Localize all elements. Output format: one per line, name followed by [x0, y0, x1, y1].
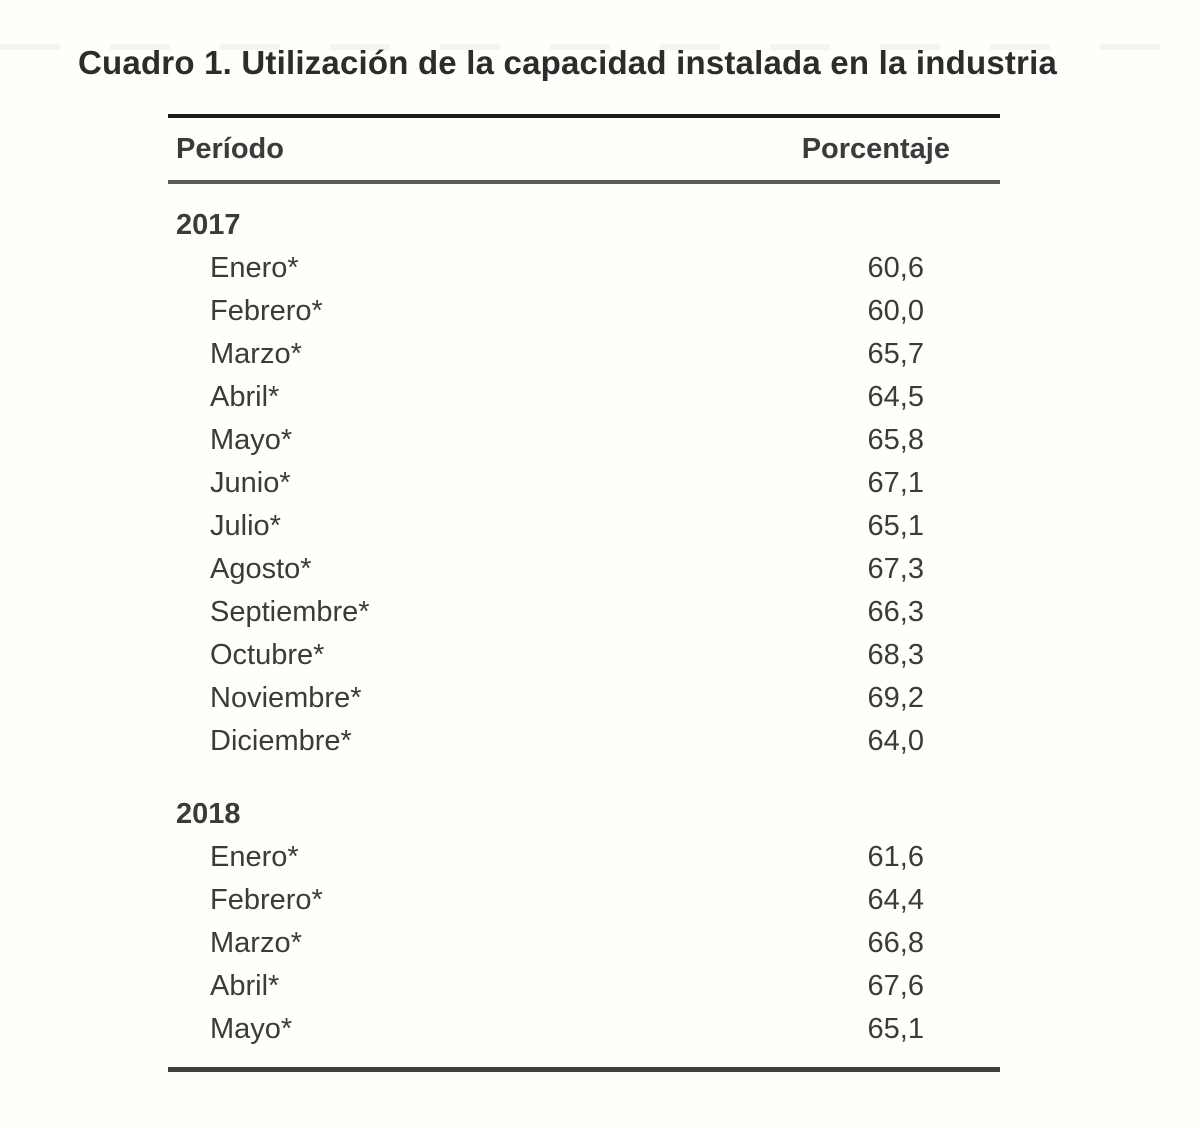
month-label: Febrero* — [210, 295, 323, 327]
table-row: Febrero* 60,0 — [168, 290, 1000, 333]
percentage-value: 67,3 — [867, 553, 924, 585]
month-label: Mayo* — [210, 424, 293, 456]
table-row: Agosto* 67,3 — [168, 548, 1000, 591]
percentage-value: 60,0 — [867, 295, 924, 327]
percentage-value: 65,1 — [867, 510, 924, 542]
table-row: Abril* 64,5 — [168, 376, 1000, 419]
month-label: Octubre* — [210, 639, 325, 671]
month-label: Julio* — [210, 510, 281, 542]
month-label: Enero* — [210, 252, 299, 284]
month-label: Febrero* — [210, 884, 323, 916]
month-label: Junio* — [210, 467, 291, 499]
top-crop-artifact — [0, 44, 1200, 50]
month-label: Marzo* — [210, 338, 302, 370]
capacity-utilization-table: Período Porcentaje 2017 Enero* 60,6 Febrero… — [168, 114, 1000, 1072]
percentage-value: 69,2 — [867, 682, 924, 714]
percentage-value: 61,6 — [867, 841, 924, 873]
table-header-row: Período Porcentaje — [168, 114, 1000, 184]
year-row: 2017 — [168, 204, 1000, 247]
column-header-period: Período — [176, 132, 284, 165]
percentage-value: 64,0 — [867, 725, 924, 757]
year-label: 2017 — [176, 209, 241, 241]
table-row: Febrero* 64,4 — [168, 879, 1000, 922]
table-row: Junio* 67,1 — [168, 462, 1000, 505]
percentage-value: 67,1 — [867, 467, 924, 499]
percentage-value: 65,1 — [867, 1013, 924, 1045]
percentage-value: 68,3 — [867, 639, 924, 671]
table-row: Enero* 60,6 — [168, 247, 1000, 290]
table-row: Octubre* 68,3 — [168, 634, 1000, 677]
table-row: Diciembre* 64,0 — [168, 720, 1000, 763]
table-row: Mayo* 65,1 — [168, 1008, 1000, 1051]
percentage-value: 64,5 — [867, 381, 924, 413]
table-row: Marzo* 66,8 — [168, 922, 1000, 965]
month-label: Enero* — [210, 841, 299, 873]
month-label: Mayo* — [210, 1013, 293, 1045]
month-label: Septiembre* — [210, 596, 370, 628]
table-row: Marzo* 65,7 — [168, 333, 1000, 376]
table-row: Enero* 61,6 — [168, 836, 1000, 879]
table-row: Mayo* 65,8 — [168, 419, 1000, 462]
month-label: Noviembre* — [210, 682, 362, 714]
percentage-value: 65,8 — [867, 424, 924, 456]
table-title: Cuadro 1. Utilización de la capacidad in… — [78, 44, 1058, 81]
table-body: 2017 Enero* 60,6 Febrero* 60,0 Marzo* 65,7 Abri… — [168, 184, 1000, 1072]
percentage-value: 64,4 — [867, 884, 924, 916]
year-row: 2018 — [168, 793, 1000, 836]
table-row: Noviembre* 69,2 — [168, 677, 1000, 720]
percentage-value: 66,8 — [867, 927, 924, 959]
month-label: Abril* — [210, 970, 280, 1002]
percentage-value: 60,6 — [867, 252, 924, 284]
percentage-value: 67,6 — [867, 970, 924, 1002]
month-label: Diciembre* — [210, 725, 352, 757]
table-row: Septiembre* 66,3 — [168, 591, 1000, 634]
percentage-value: 65,7 — [867, 338, 924, 370]
month-label: Agosto* — [210, 553, 312, 585]
document-page: Cuadro 1. Utilización de la capacidad in… — [0, 44, 1200, 1072]
percentage-value: 66,3 — [867, 596, 924, 628]
table-row: Abril* 67,6 — [168, 965, 1000, 1008]
month-label: Marzo* — [210, 927, 302, 959]
table-row: Julio* 65,1 — [168, 505, 1000, 548]
month-label: Abril* — [210, 381, 280, 413]
column-header-percentage: Porcentaje — [801, 132, 950, 165]
year-label: 2018 — [176, 798, 241, 830]
